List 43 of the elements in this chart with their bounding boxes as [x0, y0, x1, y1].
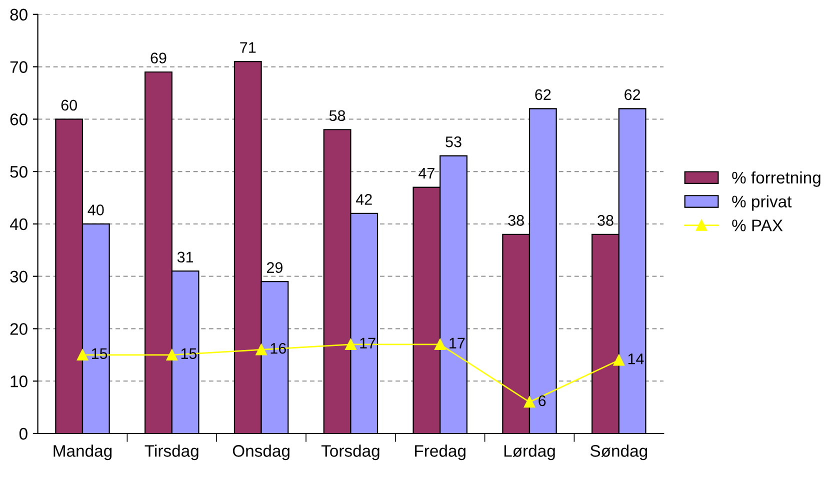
data-label: 53: [446, 136, 462, 148]
x-tick-label: Mandag: [54, 444, 112, 460]
data-label: 42: [356, 194, 372, 205]
y-tick-label: 60: [10, 114, 28, 126]
x-tick-label: Lørdag: [504, 444, 555, 460]
legend-label: % forretning: [732, 171, 820, 187]
point: [613, 354, 624, 366]
x-tick-label: Onsdag: [232, 444, 290, 460]
data-label: 31: [177, 252, 194, 263]
data-label: 62: [624, 89, 640, 100]
legend-label: % PAX: [732, 220, 783, 232]
x-tick-label: Fredag: [415, 444, 466, 460]
point: [345, 338, 356, 350]
y-tick-label: 50: [10, 166, 28, 178]
data-label: 47: [418, 168, 434, 179]
data-label: 40: [88, 204, 104, 216]
y-tick-label: 0: [19, 428, 28, 440]
point: [76, 349, 88, 360]
data-label: 17: [450, 338, 465, 348]
data-label: 38: [508, 215, 524, 226]
y-tick-label: 80: [10, 8, 28, 21]
data-label: 62: [535, 89, 551, 100]
data-label: 38: [598, 215, 614, 226]
data-label: 29: [266, 262, 282, 273]
x-tick-label: Tirsdag: [144, 444, 198, 460]
y-tick-label: 20: [10, 323, 28, 335]
data-label: 14: [628, 354, 644, 364]
y-tick-label: 30: [10, 270, 28, 283]
y-tick-label: 70: [10, 61, 28, 73]
point: [434, 338, 446, 350]
x-tick-label: Torsdag: [321, 444, 380, 460]
point: [256, 344, 267, 356]
data-label: 58: [329, 110, 346, 122]
point: [166, 349, 178, 360]
y-tick-label: 40: [10, 218, 28, 230]
data-label: 69: [150, 52, 166, 64]
y-tick-label: 10: [10, 376, 28, 388]
data-label: 71: [240, 42, 256, 53]
x-tick-label: Søndag: [590, 444, 648, 460]
legend-label: % privat: [732, 195, 792, 211]
point: [524, 396, 536, 408]
data-label: 6: [538, 395, 546, 406]
data-label: 60: [61, 100, 77, 111]
